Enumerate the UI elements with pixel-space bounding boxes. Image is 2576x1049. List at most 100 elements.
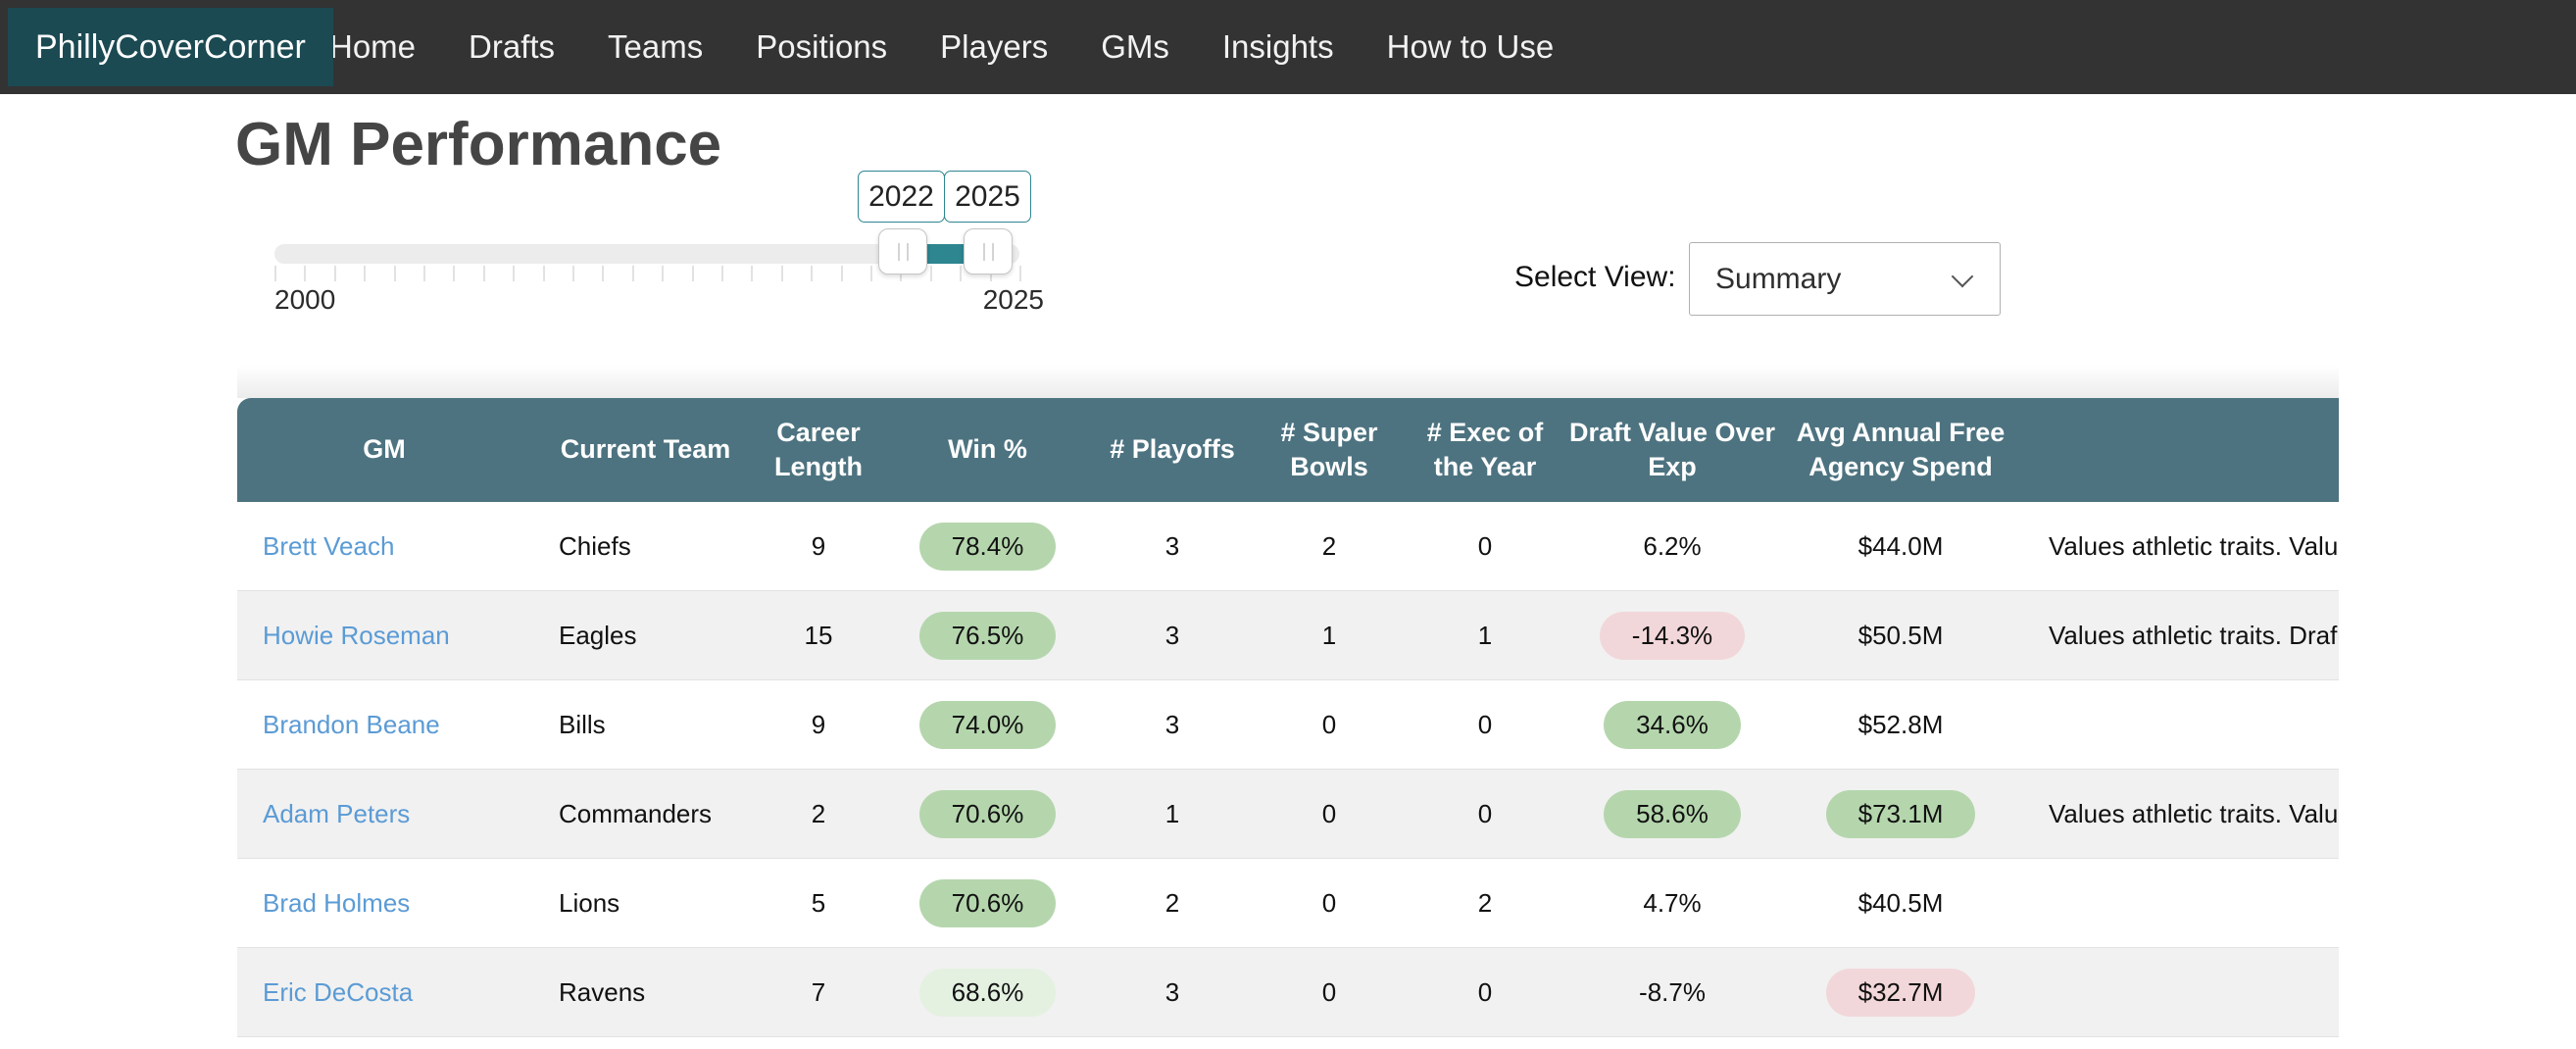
nav-item-positions[interactable]: Positions	[756, 28, 888, 65]
slider-tick	[691, 266, 694, 281]
career-length-cell: 9	[811, 709, 826, 739]
nav-item-how-to-use[interactable]: How to Use	[1386, 28, 1555, 65]
header-cell-super-bowls: # Super Bowls	[1280, 417, 1378, 481]
playoffs-cell: 3	[1164, 530, 1180, 561]
career-length-cell: 2	[811, 798, 826, 828]
slider-tick	[751, 266, 754, 281]
grip-icon	[906, 242, 909, 261]
value-pill: -14.3%	[1599, 611, 1746, 660]
slider-max-label: 2025	[982, 284, 1044, 315]
gm-cell: Brandon Beane	[237, 680, 531, 769]
slider-tooltip-lower: 2022	[858, 171, 945, 223]
slider-tick	[482, 266, 485, 281]
playoffs-cell: 1	[1164, 798, 1180, 828]
value-pill: $32.7M	[1825, 968, 1976, 1017]
playoffs-cell: 3	[1164, 620, 1180, 650]
fa-spend-cell: $44.0M	[1858, 530, 1944, 561]
slider-tick	[602, 266, 605, 281]
page-title: GM Performance	[235, 111, 722, 178]
win-pct-cell: 78.4%	[877, 502, 1098, 590]
draft-value-cell: -14.3%	[1559, 591, 1786, 679]
slider-tick	[840, 266, 843, 281]
chevron-down-icon	[1951, 265, 1974, 287]
career-length-cell: 15	[804, 620, 833, 650]
value-pill: 70.6%	[918, 878, 1057, 927]
nav-item-gms[interactable]: GMs	[1101, 28, 1169, 65]
exec-of-year-cell: 1	[1477, 620, 1493, 650]
gm-table: GM Current Team Career Length Win % # Pl…	[237, 365, 2339, 1049]
slider-tick	[811, 266, 814, 281]
value-pill: 58.6%	[1604, 789, 1741, 838]
slider-tick	[542, 266, 545, 281]
super-bowls-cell: 0	[1321, 709, 1337, 739]
team-cell: Lions	[559, 887, 620, 918]
notes-cell: Values athletic traits. Draf	[2049, 620, 2338, 650]
gm-link[interactable]: Eric DeCosta	[263, 976, 414, 1007]
nav-item-drafts[interactable]: Drafts	[469, 28, 556, 65]
value-pill: 78.4%	[918, 522, 1057, 571]
draft-value-cell: 6.2%	[1643, 530, 1702, 561]
table-row: Adam Peters Commanders 2 70.6% 1 0 0 58.6% $73.1…	[237, 770, 2339, 859]
exec-of-year-cell: 2	[1477, 887, 1493, 918]
table-row: Brad Holmes Lions 5 70.6% 2 0 2 4.7% $40.5M	[237, 859, 2339, 948]
nav-item-teams[interactable]: Teams	[608, 28, 704, 65]
header-cell-career-length: Career Length	[774, 417, 863, 481]
playoffs-cell: 2	[1164, 887, 1180, 918]
nav-item-players[interactable]: Players	[940, 28, 1049, 65]
brand-logo[interactable]: PhillyCoverCorner	[8, 8, 333, 86]
header-cell-draft-value: Draft Value Over Exp	[1568, 417, 1776, 481]
super-bowls-cell: 0	[1321, 976, 1337, 1007]
win-pct-cell: 76.5%	[877, 591, 1098, 679]
slider-tick	[960, 266, 963, 281]
exec-of-year-cell: 0	[1477, 709, 1493, 739]
nav-links: Home Drafts Teams Positions Players GMs …	[329, 28, 1554, 66]
header-cell-playoffs: # Playoffs	[1110, 434, 1235, 465]
super-bowls-cell: 2	[1321, 530, 1337, 561]
slider-handle-upper[interactable]	[964, 228, 1013, 275]
playoffs-cell: 3	[1164, 976, 1180, 1007]
notes-cell: Values athletic traits. Valu	[2049, 798, 2339, 828]
playoffs-cell: 3	[1164, 709, 1180, 739]
nav-item-insights[interactable]: Insights	[1221, 28, 1334, 65]
view-select[interactable]: Summary	[1689, 242, 2001, 316]
table-row: Eric DeCosta Ravens 7 68.6% 3 0 0 -8.7% $32.7M	[237, 948, 2339, 1037]
exec-of-year-cell: 0	[1477, 976, 1493, 1007]
gm-link[interactable]: Adam Peters	[263, 798, 411, 828]
slider-tick	[870, 266, 872, 281]
view-select-label: Select View:	[1514, 261, 1676, 293]
gm-link[interactable]: Brandon Beane	[263, 709, 440, 739]
table-row: Brett Veach Chiefs 9 78.4% 3 2 0 6.2% $44.0M Valu…	[237, 502, 2339, 591]
draft-value-cell: 34.6%	[1559, 680, 1786, 769]
slider-tick	[631, 266, 634, 281]
super-bowls-cell: 1	[1321, 620, 1337, 650]
view-select-value: Summary	[1715, 262, 1842, 295]
slider-handle-lower[interactable]	[878, 228, 927, 275]
gm-link[interactable]: Brad Holmes	[263, 887, 411, 918]
career-length-cell: 5	[811, 887, 826, 918]
slider-tick	[364, 266, 367, 281]
gm-link[interactable]: Howie Roseman	[263, 620, 450, 650]
win-pct-cell: 74.0%	[877, 680, 1098, 769]
win-pct-cell: 70.6%	[877, 770, 1098, 858]
slider-tick	[333, 266, 336, 281]
value-pill: 34.6%	[1604, 700, 1741, 749]
career-length-cell: 9	[811, 530, 826, 561]
team-cell: Ravens	[559, 976, 646, 1007]
team-cell: Commanders	[559, 798, 713, 828]
table-scroll-band[interactable]	[237, 365, 2339, 398]
win-pct-cell: 70.6%	[877, 859, 1098, 947]
value-pill: 70.6%	[918, 789, 1057, 838]
grip-icon	[982, 242, 985, 261]
fa-spend-cell: $32.7M	[1786, 948, 2015, 1036]
slider-track[interactable]	[274, 244, 1019, 264]
slider-tick	[780, 266, 783, 281]
nav-item-home[interactable]: Home	[329, 28, 417, 65]
draft-value-cell: -8.7%	[1639, 976, 1706, 1007]
super-bowls-cell: 0	[1321, 887, 1337, 918]
slider-min-label: 2000	[274, 284, 336, 315]
team-cell: Bills	[559, 709, 606, 739]
slider-tick	[513, 266, 516, 281]
fa-spend-cell: $52.8M	[1858, 709, 1944, 739]
gm-link[interactable]: Brett Veach	[263, 530, 395, 561]
value-pill: $73.1M	[1825, 789, 1976, 838]
